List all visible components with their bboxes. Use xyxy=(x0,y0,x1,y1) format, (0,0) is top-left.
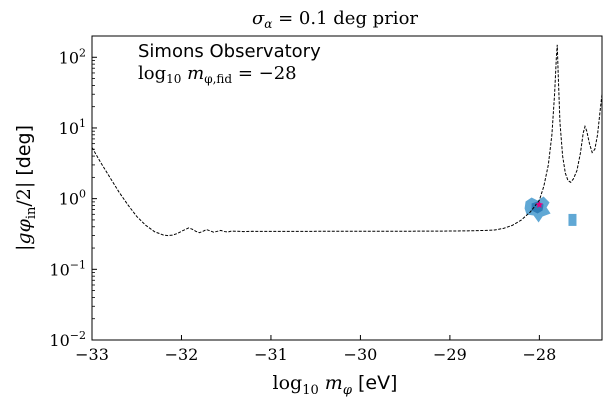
posterior-blob xyxy=(568,213,577,226)
plot-frame xyxy=(91,35,603,341)
x-tick-label: −33 xyxy=(75,345,109,364)
y-tick-label: 102 xyxy=(59,46,86,67)
y-tick-label: 10−2 xyxy=(49,329,86,350)
posterior-blob-shape xyxy=(568,213,577,226)
fiducial-markers xyxy=(535,200,544,208)
y-axis-label: |gφin/2| [deg] xyxy=(13,125,39,251)
x-axis-ticks: −33 −32 −31 −30 −29 −28 xyxy=(75,335,556,364)
series-lines xyxy=(91,44,603,237)
chart-title: σα = 0.1 deg prior xyxy=(252,8,418,31)
fiducial-marker xyxy=(535,200,544,208)
y-tick-label: 100 xyxy=(59,188,86,209)
x-tick-label: −29 xyxy=(433,345,467,364)
x-tick-label: −32 xyxy=(165,345,199,364)
x-tick-label: −28 xyxy=(522,345,556,364)
x-axis-label: log10 mφ [eV] xyxy=(273,372,398,398)
series-line xyxy=(91,44,603,237)
annotation-line2: log10 mφ,fid = −28 xyxy=(138,63,297,86)
posterior-blobs xyxy=(524,196,577,226)
x-tick-label: −30 xyxy=(344,345,378,364)
x-tick-label: −31 xyxy=(254,345,288,364)
y-axis-ticks: 10−2 10−1 100 101 102 xyxy=(49,46,97,350)
posterior-blob xyxy=(524,196,551,223)
y-tick-label: 10−1 xyxy=(49,258,86,279)
y-tick-label: 101 xyxy=(59,117,86,138)
annotation-line1: Simons Observatory xyxy=(138,41,321,62)
